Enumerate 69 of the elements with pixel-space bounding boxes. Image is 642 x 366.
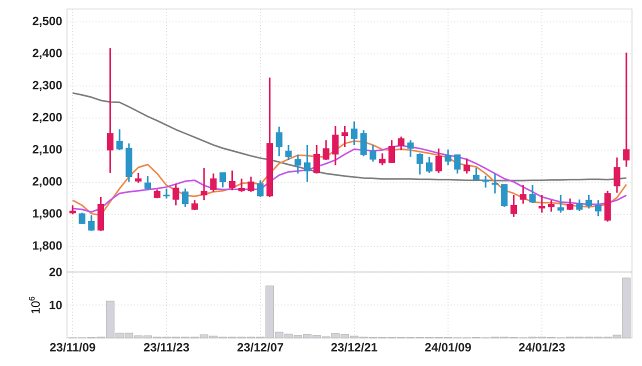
x-tick-label: 23/12/21 xyxy=(331,342,378,352)
y-tick-label: 1,800 xyxy=(33,241,62,252)
candlestick xyxy=(482,174,489,188)
candlestick xyxy=(342,125,348,148)
candlestick xyxy=(379,152,386,166)
candlestick xyxy=(228,170,236,192)
candlestick xyxy=(464,158,470,174)
candlestick xyxy=(548,199,555,212)
candlestick xyxy=(88,214,95,232)
candlestick xyxy=(350,120,358,146)
candlestick xyxy=(276,126,282,158)
y-tick-label: 10 xyxy=(50,300,62,310)
candlestick xyxy=(144,175,151,190)
x-tick-label: 23/12/07 xyxy=(237,342,284,352)
candlestick xyxy=(220,172,226,188)
candlestick xyxy=(501,184,508,208)
candlestick xyxy=(163,188,170,200)
candlestick xyxy=(370,144,376,162)
candlestick xyxy=(623,52,630,168)
candlestick xyxy=(78,212,86,225)
candlestick xyxy=(304,144,311,183)
candlestick xyxy=(594,199,602,217)
candlestick xyxy=(106,47,114,174)
candlestick xyxy=(407,139,414,158)
y-tick-label: 2,300 xyxy=(32,80,62,92)
candlestick xyxy=(435,148,442,174)
candlestick xyxy=(614,156,620,194)
y-tick-label: 2,500 xyxy=(32,16,62,27)
candlestick xyxy=(210,172,217,193)
y-tick-label: 20 xyxy=(49,268,62,276)
candlestick xyxy=(172,182,180,206)
candlestick xyxy=(200,167,208,201)
candlestick xyxy=(248,176,254,193)
x-tick-label: 23/11/09 xyxy=(50,342,96,352)
y-tick-label: 1,900 xyxy=(33,209,62,220)
candlestick xyxy=(294,154,302,174)
candlestick xyxy=(238,178,245,193)
candlestick xyxy=(332,125,339,166)
candlestick xyxy=(360,129,367,158)
candlestick xyxy=(520,184,526,204)
y-tick-label: 2,400 xyxy=(32,48,62,60)
candlestick xyxy=(538,194,546,214)
y-axis-title: 10$^{6}$ xyxy=(28,296,40,314)
y-tick-label: 2,200 xyxy=(32,112,62,124)
candlestick xyxy=(444,148,452,166)
candlestick xyxy=(398,136,404,151)
candlestick xyxy=(492,172,498,194)
candlestick xyxy=(510,194,518,218)
candlestick xyxy=(416,152,424,176)
candlestick xyxy=(135,172,142,184)
x-tick-label: 24/01/23 xyxy=(518,342,565,352)
candlestick xyxy=(313,144,320,174)
candlestick xyxy=(472,166,480,182)
y-tick-label: 2,100 xyxy=(32,144,62,156)
candlestick xyxy=(576,198,583,212)
candlestick xyxy=(388,139,396,164)
candlestick xyxy=(182,188,189,208)
candlestick xyxy=(557,194,564,214)
candlestick xyxy=(285,144,292,161)
candlestick xyxy=(529,184,536,204)
candlestick xyxy=(257,179,264,198)
x-tick-label: 24/01/09 xyxy=(425,342,471,352)
candlestick xyxy=(586,194,592,210)
candlestick xyxy=(322,139,330,161)
x-tick-label: 23/11/23 xyxy=(144,342,190,352)
candlestick xyxy=(426,156,433,174)
candlestick xyxy=(116,128,123,151)
candlestick xyxy=(454,154,461,174)
y-tick-label: 2,000 xyxy=(32,177,62,188)
